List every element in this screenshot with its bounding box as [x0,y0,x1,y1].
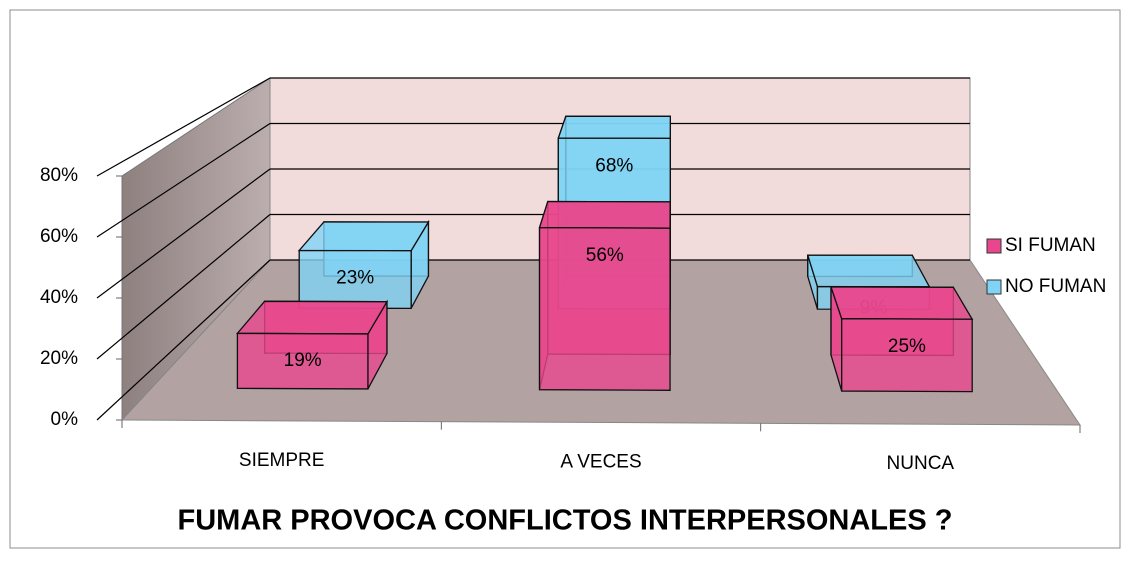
x-tick-label: A VECES [560,452,641,473]
bar-front [841,318,973,393]
bar-top [538,200,671,229]
legend-label: NO FUMAN [1005,276,1106,297]
bar-top [557,115,672,139]
y-tick-label: 80% [40,165,78,186]
data-label: 56% [586,245,624,266]
grid-line [96,168,271,299]
y-tick-label: 40% [40,287,78,308]
x-tick-label: SIEMPRE [239,450,325,471]
y-tick-label: 0% [51,409,79,430]
chart-title: FUMAR PROVOCA CONFLICTOS INTERPERSONALES… [178,505,953,537]
bar-top [830,286,974,320]
y-tick-label: 60% [40,226,78,247]
bar-top [806,254,931,288]
legend-swatch [986,238,1002,254]
bar [830,286,974,393]
grid-line [96,77,271,177]
data-label: 23% [336,268,374,289]
x-tick-label: NUNCA [887,453,955,474]
bar [236,299,389,390]
grid-line [96,259,271,421]
bar [538,200,671,391]
data-label: 25% [888,336,926,357]
legend-swatch [986,279,1002,295]
bar [297,219,430,310]
grid-line [96,214,271,360]
bar-front [538,226,671,391]
data-label: 68% [595,155,633,176]
y-tick-label: 20% [40,348,78,369]
legend-label: SI FUMAN [1005,235,1096,256]
grid-line [96,122,271,238]
bar-top [236,300,389,335]
bar-front [236,332,369,390]
data-label: 19% [284,350,322,371]
